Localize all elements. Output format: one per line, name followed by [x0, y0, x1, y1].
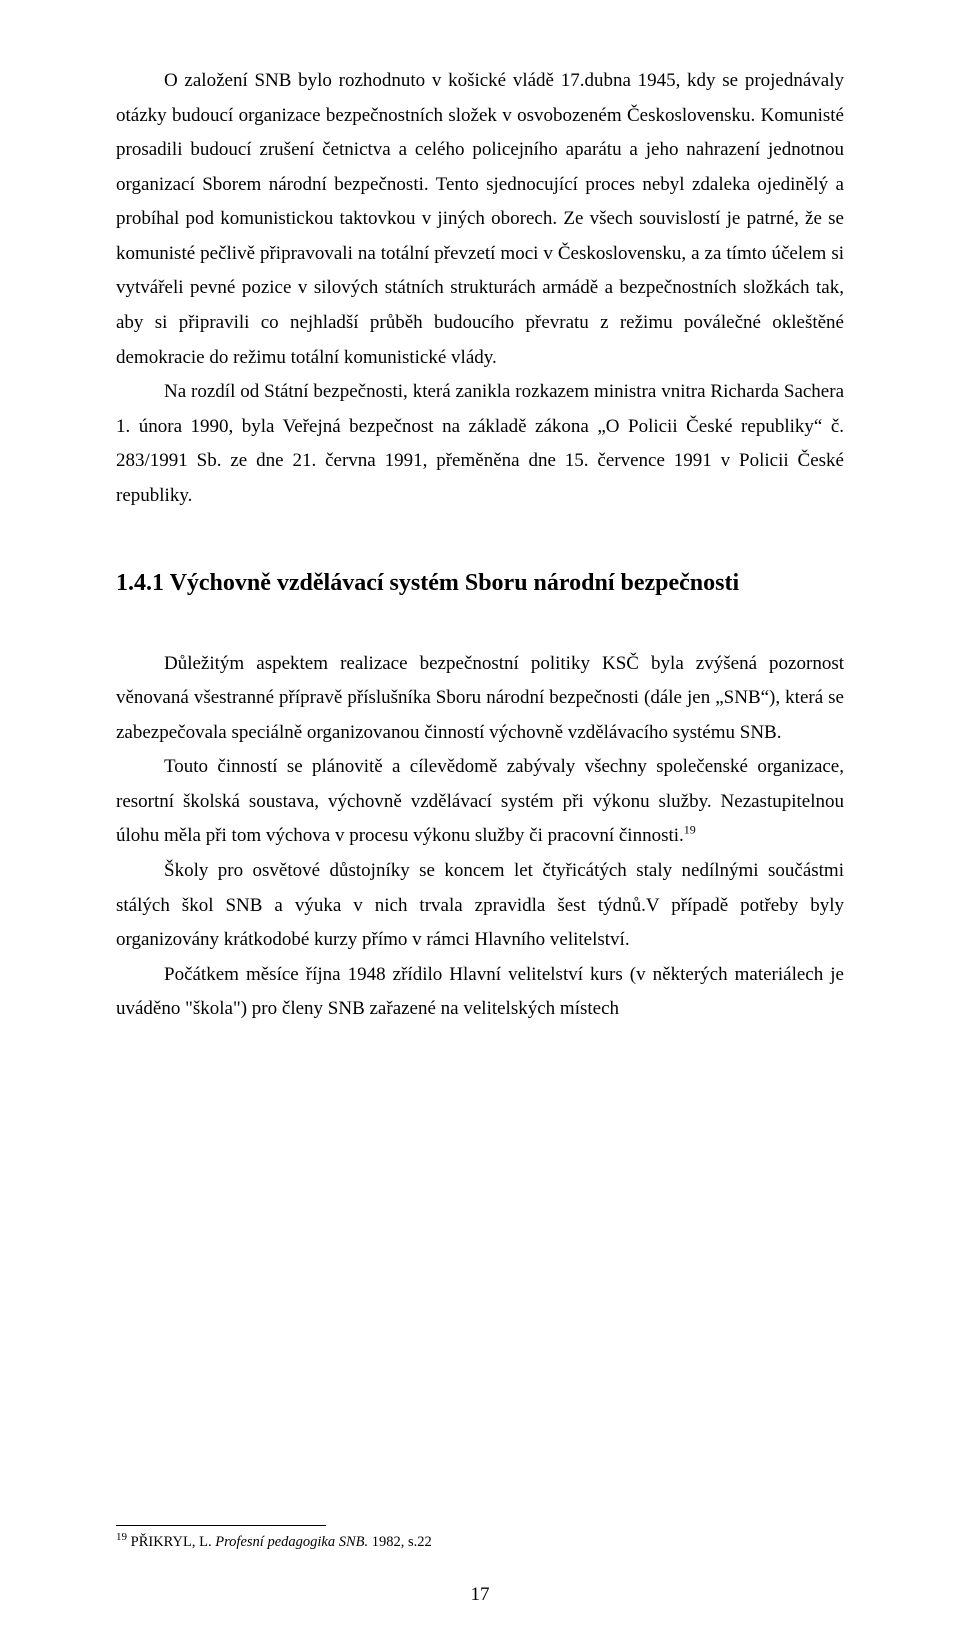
section-heading: 1.4.1 Výchovně vzdělávací systém Sboru n…	[116, 570, 844, 597]
footnote-title-italic: Profesní pedagogika SNB.	[215, 1534, 368, 1550]
footnote-number: 19	[116, 1531, 127, 1543]
body-paragraph: Školy pro osvětové důstojníky se koncem …	[116, 854, 844, 958]
footnote-reference: 19	[684, 823, 696, 837]
footnote-block: 19 PŘIKRYL, L. Profesní pedagogika SNB. …	[116, 1499, 844, 1552]
page-number: 17	[0, 1584, 960, 1606]
paragraph-text: Touto činností se plánovitě a cílevědomě…	[116, 756, 844, 846]
footnote-text: 19 PŘIKRYL, L. Profesní pedagogika SNB. …	[116, 1530, 844, 1552]
footnote-author: PŘIKRYL, L.	[127, 1534, 215, 1550]
body-paragraph: Touto činností se plánovitě a cílevědomě…	[116, 750, 844, 854]
body-paragraph: O založení SNB bylo rozhodnuto v košické…	[116, 64, 844, 375]
document-page: O založení SNB bylo rozhodnuto v košické…	[0, 0, 960, 1648]
footnote-suffix: 1982, s.22	[368, 1534, 432, 1550]
footnote-separator	[116, 1525, 326, 1526]
body-paragraph: Důležitým aspektem realizace bezpečnostn…	[116, 647, 844, 751]
body-paragraph: Na rozdíl od Státní bezpečnosti, která z…	[116, 375, 844, 513]
body-paragraph: Počátkem měsíce října 1948 zřídilo Hlavn…	[116, 958, 844, 1027]
